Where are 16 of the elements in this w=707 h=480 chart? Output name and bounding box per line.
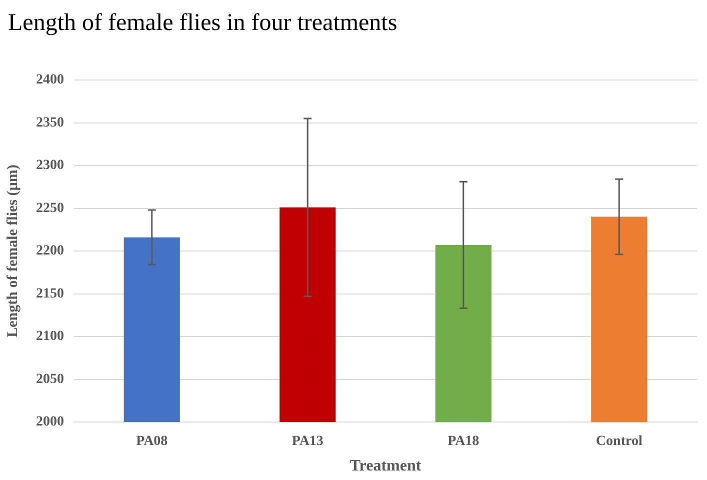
y-tick-label: 2300: [36, 158, 64, 174]
x-tick-label: Control: [596, 434, 642, 450]
x-tick-label: PA13: [292, 434, 324, 450]
x-tick-label: PA08: [136, 434, 168, 450]
x-tick-label: PA18: [448, 434, 480, 450]
y-tick-label: 2250: [36, 200, 64, 216]
y-axis-title: Length of female flies (µm): [4, 164, 21, 338]
y-tick-label: 2400: [36, 72, 64, 88]
y-tick-label: 2100: [36, 329, 64, 344]
x-axis-title: Treatment: [350, 458, 422, 475]
y-tick-label: 2000: [36, 414, 64, 430]
y-tick-label: 2200: [36, 244, 64, 259]
y-tick-label: 2350: [36, 115, 64, 130]
y-tick-label: 2050: [36, 372, 64, 387]
chart-title: Length of female flies in four treatments: [8, 10, 398, 37]
y-tick-label: 2150: [36, 286, 64, 302]
